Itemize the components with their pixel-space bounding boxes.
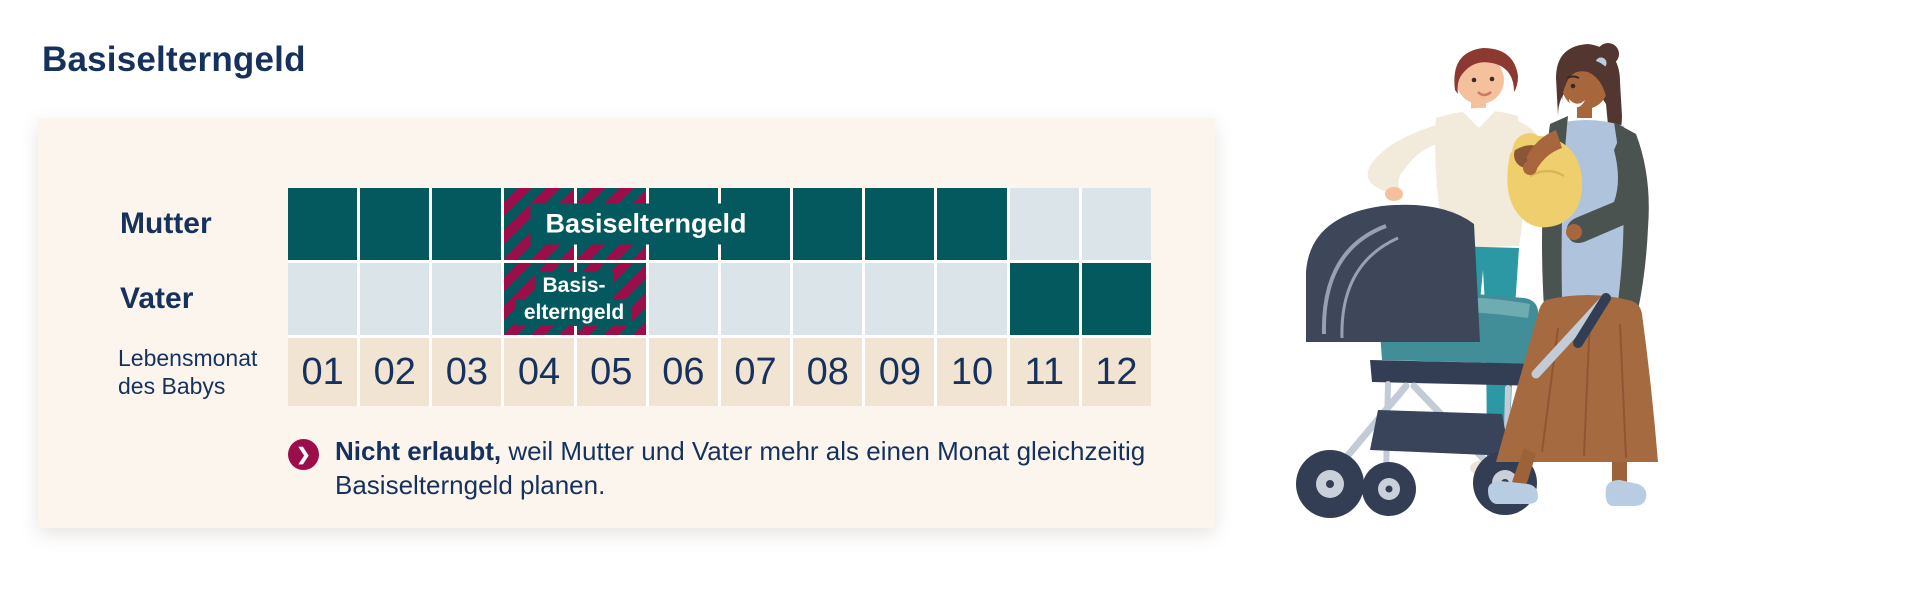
- cell-vater-07: [720, 263, 791, 335]
- stroller: [1296, 204, 1542, 518]
- cell-vater-10: [937, 263, 1007, 335]
- cell-mutter-01: [288, 188, 358, 260]
- cell-vater-08: [793, 263, 863, 335]
- vater-bar-label: Basis- elterngeld: [515, 272, 633, 326]
- page-title: Basiselterngeld: [42, 40, 306, 79]
- month-label-08: 08: [793, 338, 863, 406]
- month-label-05: 05: [576, 338, 646, 406]
- cell-mutter-12: [1081, 188, 1151, 260]
- note-line2: Basiselterngeld planen.: [335, 470, 606, 500]
- cell-vater-06: [648, 263, 718, 335]
- month-label-04: 04: [504, 338, 574, 406]
- vater-bar-label-line2: elterngeld: [515, 299, 633, 326]
- axis-label: Lebensmonat des Babys: [118, 345, 258, 399]
- month-label-06: 06: [648, 338, 718, 406]
- cell-vater-03: [432, 263, 502, 335]
- row-label-mutter: Mutter: [120, 207, 212, 240]
- month-label-07: 07: [720, 338, 791, 406]
- vater-bar-label-line1: Basis-: [534, 272, 614, 299]
- month-label-12: 12: [1081, 338, 1151, 406]
- cell-vater-11: [1009, 263, 1079, 335]
- parents-with-baby-and-stroller-illustration: [1296, 43, 1658, 518]
- month-label-01: 01: [288, 338, 358, 406]
- note-line1: weil Mutter und Vater mehr als einen Mon…: [508, 436, 1146, 466]
- month-label-02: 02: [360, 338, 430, 406]
- cell-mutter-02: [360, 188, 430, 260]
- chart-panel: Mutter Vater Lebensmonat des Babys Basis…: [38, 118, 1215, 528]
- month-label-11: 11: [1009, 338, 1079, 406]
- not-allowed-note: ❯ Nicht erlaubt, weil Mutter und Vater m…: [288, 434, 1145, 502]
- row-label-vater: Vater: [120, 282, 194, 315]
- cell-vater-09: [865, 263, 935, 335]
- cell-vater-01: [288, 263, 358, 335]
- cell-mutter-03: [432, 188, 502, 260]
- cell-mutter-09: [865, 188, 935, 260]
- cell-vater-02: [360, 263, 430, 335]
- note-bold: Nicht erlaubt,: [335, 436, 502, 466]
- month-label-03: 03: [432, 338, 502, 406]
- mother-arms: [1523, 130, 1645, 243]
- mutter-bar-label: Basiselterngeld: [530, 203, 762, 245]
- month-label-09: 09: [865, 338, 935, 406]
- cell-mutter-10: [937, 188, 1007, 260]
- plan-grid: Basiselterngeld Basis- elterngeld 01 02 03…: [288, 188, 1151, 406]
- note-text: Nicht erlaubt, weil Mutter und Vater meh…: [335, 434, 1145, 502]
- cell-vater-12: [1081, 263, 1151, 335]
- stroller-handle: [1531, 293, 1611, 379]
- cell-mutter-11: [1009, 188, 1079, 260]
- month-label-10: 10: [937, 338, 1007, 406]
- chevron-right-icon: ❯: [288, 439, 319, 470]
- cell-mutter-08: [793, 188, 863, 260]
